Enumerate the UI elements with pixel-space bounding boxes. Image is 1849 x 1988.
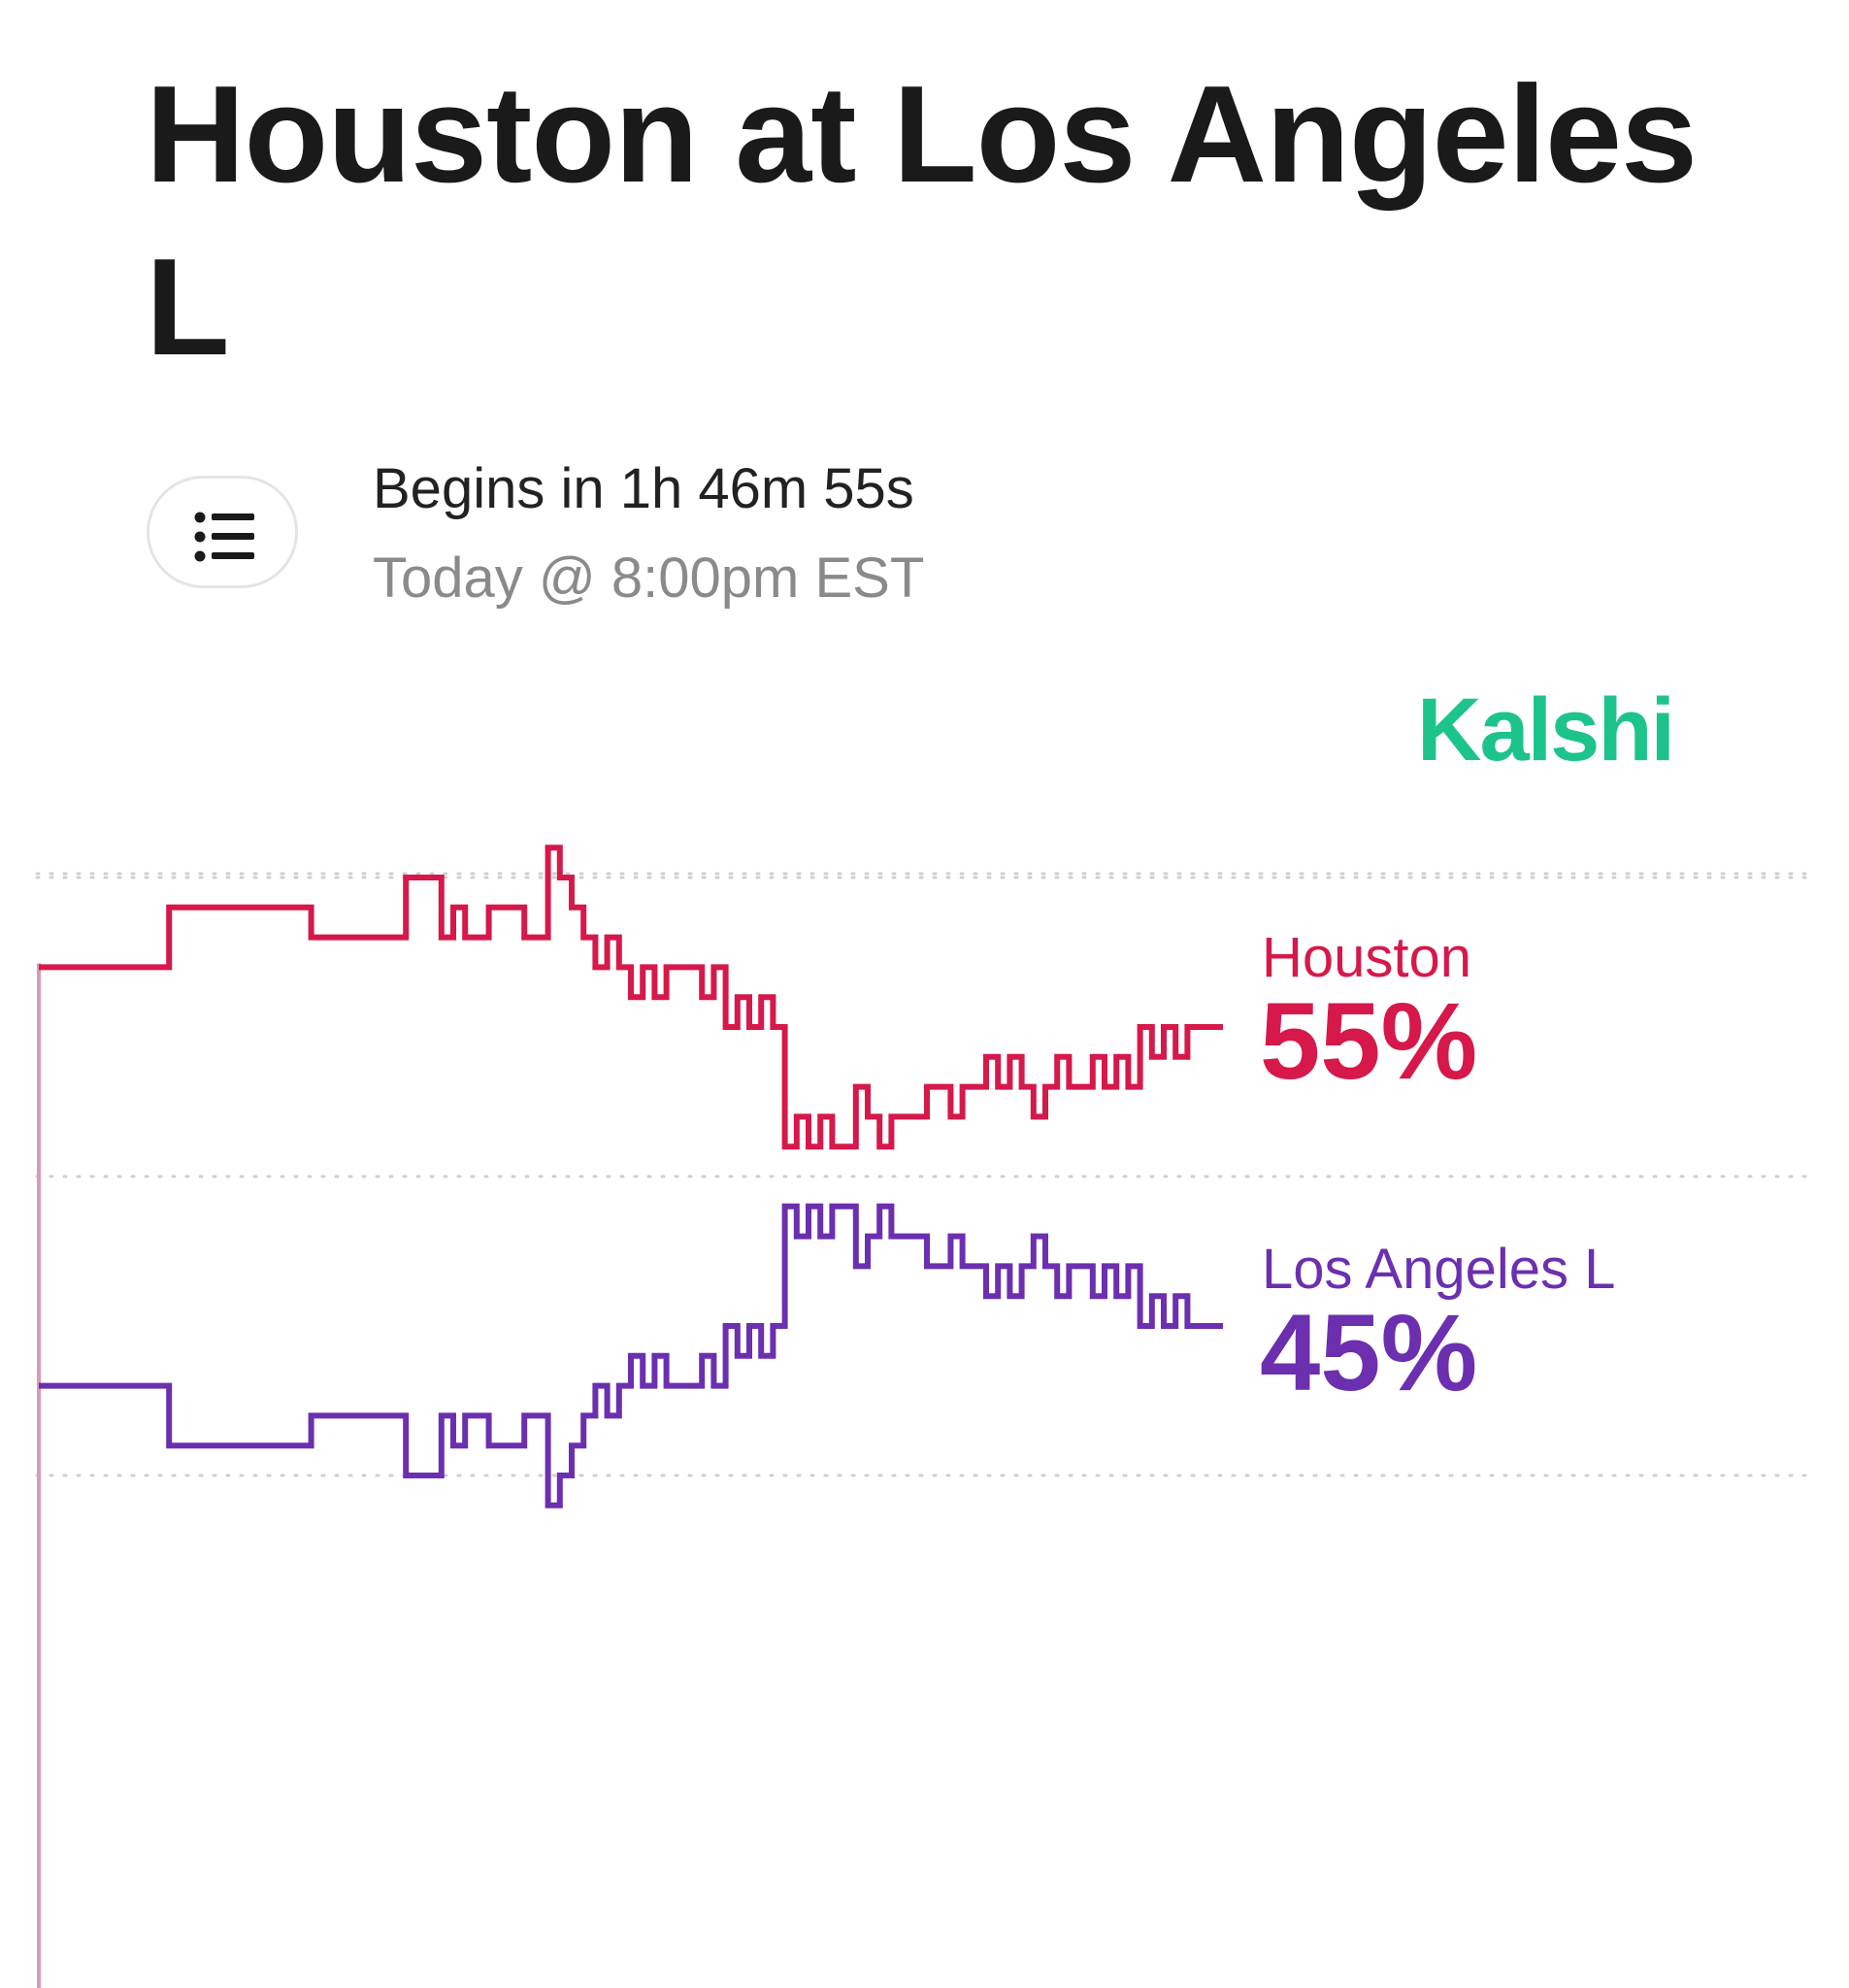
kalshi-logo: Kalshi [1417,680,1675,779]
probability-chart [35,845,1807,1988]
schedule-text: Today @ 8:00pm EST [373,547,925,610]
series-line-los-angeles [39,1203,1223,1508]
los-angeles-percent: 45% [1260,1292,1478,1413]
list-button[interactable] [147,476,298,588]
los-angeles-label: Los Angeles L [1262,1238,1616,1301]
houston-percent: 55% [1260,980,1478,1102]
page-title: Houston at Los Angeles L [146,57,1698,384]
countdown-text: Begins in 1h 46m 55s [373,457,914,520]
series-line-houston [39,845,1223,1150]
houston-label: Houston [1262,926,1472,989]
list-icon [194,512,254,562]
